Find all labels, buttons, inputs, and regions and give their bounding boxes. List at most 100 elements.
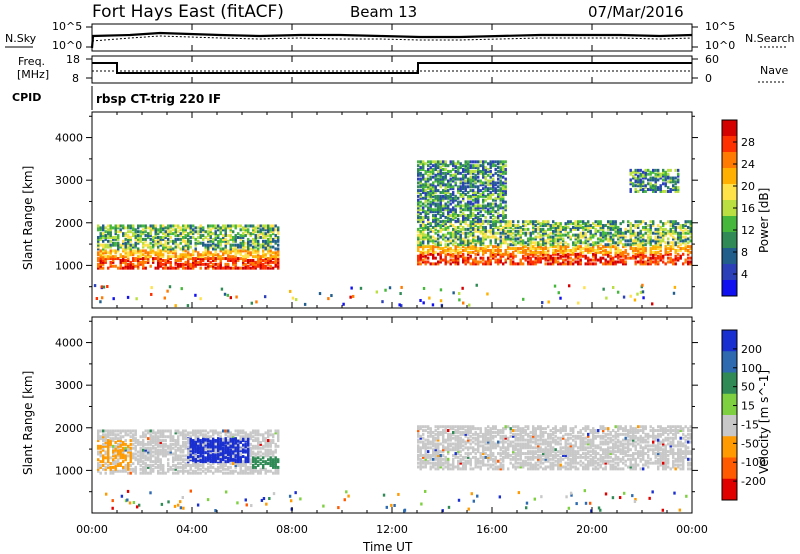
data-cell bbox=[129, 251, 132, 255]
data-cell bbox=[504, 208, 507, 212]
data-cell bbox=[159, 462, 162, 466]
data-cell bbox=[102, 239, 105, 243]
data-cell bbox=[149, 245, 152, 249]
data-cell bbox=[492, 254, 495, 258]
data-cell bbox=[107, 239, 110, 243]
data-cell bbox=[100, 296, 104, 300]
data-cell bbox=[97, 228, 100, 232]
data-cell bbox=[159, 463, 162, 467]
data-cell bbox=[264, 444, 267, 448]
data-cell bbox=[559, 247, 562, 251]
data-cell bbox=[629, 231, 632, 235]
data-cell bbox=[267, 251, 270, 255]
data-cell bbox=[119, 469, 122, 473]
data-cell bbox=[142, 452, 145, 456]
data-cell bbox=[147, 260, 150, 264]
data-cell bbox=[654, 184, 657, 188]
data-cell bbox=[99, 435, 102, 439]
data-cell bbox=[109, 251, 112, 255]
data-cell bbox=[474, 208, 477, 212]
data-cell bbox=[437, 202, 440, 206]
data-cell bbox=[132, 249, 135, 253]
data-cell bbox=[642, 239, 645, 243]
data-cell bbox=[117, 460, 120, 464]
data-cell bbox=[482, 222, 485, 226]
data-cell bbox=[242, 463, 245, 467]
data-cell bbox=[259, 255, 262, 259]
data-cell bbox=[449, 252, 452, 256]
data-cell bbox=[234, 251, 237, 255]
data-cell bbox=[152, 224, 155, 228]
data-cell bbox=[202, 226, 205, 230]
data-cell bbox=[569, 222, 572, 226]
data-cell bbox=[179, 450, 182, 454]
data-cell bbox=[234, 255, 237, 259]
data-cell bbox=[159, 226, 162, 230]
data-cell bbox=[132, 456, 135, 460]
data-cell bbox=[484, 215, 487, 219]
data-cell bbox=[274, 260, 277, 264]
data-cell bbox=[209, 455, 212, 459]
data-cell bbox=[102, 454, 105, 458]
data-cell bbox=[194, 458, 197, 462]
data-cell bbox=[264, 245, 267, 249]
data-cell bbox=[207, 456, 210, 460]
data-cell bbox=[477, 239, 480, 243]
data-cell bbox=[519, 225, 522, 229]
data-cell bbox=[202, 439, 205, 443]
data-cell bbox=[174, 448, 177, 452]
data-cell bbox=[192, 230, 195, 234]
data-cell bbox=[477, 166, 480, 170]
data-cell bbox=[444, 248, 447, 252]
data-cell bbox=[637, 178, 640, 182]
data-cell bbox=[452, 198, 455, 202]
data-cell bbox=[272, 450, 275, 454]
data-cell bbox=[687, 225, 690, 229]
data-cell bbox=[169, 226, 172, 230]
data-cell bbox=[587, 229, 590, 233]
data-cell bbox=[107, 257, 110, 261]
data-cell bbox=[684, 222, 687, 226]
data-cell bbox=[529, 220, 532, 224]
data-cell bbox=[144, 243, 147, 247]
data-cell bbox=[417, 177, 420, 181]
data-cell bbox=[164, 230, 167, 234]
data-cell bbox=[449, 241, 452, 245]
data-cell bbox=[614, 229, 617, 233]
data-cell bbox=[129, 247, 132, 251]
data-cell bbox=[252, 463, 255, 467]
data-cell bbox=[632, 170, 635, 174]
data-cell bbox=[434, 237, 437, 241]
data-cell bbox=[552, 225, 555, 229]
data-cell bbox=[454, 177, 457, 181]
data-cell bbox=[637, 233, 640, 237]
data-cell bbox=[479, 239, 482, 243]
data-cell bbox=[657, 241, 660, 245]
data-cell bbox=[147, 448, 150, 452]
data-cell bbox=[482, 200, 485, 204]
data-cell bbox=[687, 220, 690, 224]
data-cell bbox=[207, 262, 210, 266]
data-cell bbox=[442, 164, 445, 168]
data-cell bbox=[472, 219, 475, 223]
data-cell bbox=[232, 237, 235, 241]
data-cell bbox=[454, 260, 457, 264]
data-cell bbox=[484, 262, 487, 266]
data-cell bbox=[447, 164, 450, 168]
data-cell bbox=[489, 187, 492, 191]
data-cell bbox=[162, 237, 165, 241]
data-cell bbox=[149, 255, 152, 259]
data-cell bbox=[444, 227, 447, 231]
data-cell bbox=[507, 235, 510, 239]
data-cell bbox=[514, 233, 517, 237]
data-cell bbox=[189, 255, 192, 259]
data-cell bbox=[659, 235, 662, 239]
data-cell bbox=[242, 228, 245, 232]
data-cell bbox=[97, 433, 100, 437]
data-cell bbox=[259, 262, 262, 266]
data-cell bbox=[569, 260, 572, 264]
data-cell bbox=[257, 253, 260, 257]
data-cell bbox=[439, 256, 442, 260]
data-cell bbox=[654, 235, 657, 239]
data-cell bbox=[254, 439, 257, 443]
